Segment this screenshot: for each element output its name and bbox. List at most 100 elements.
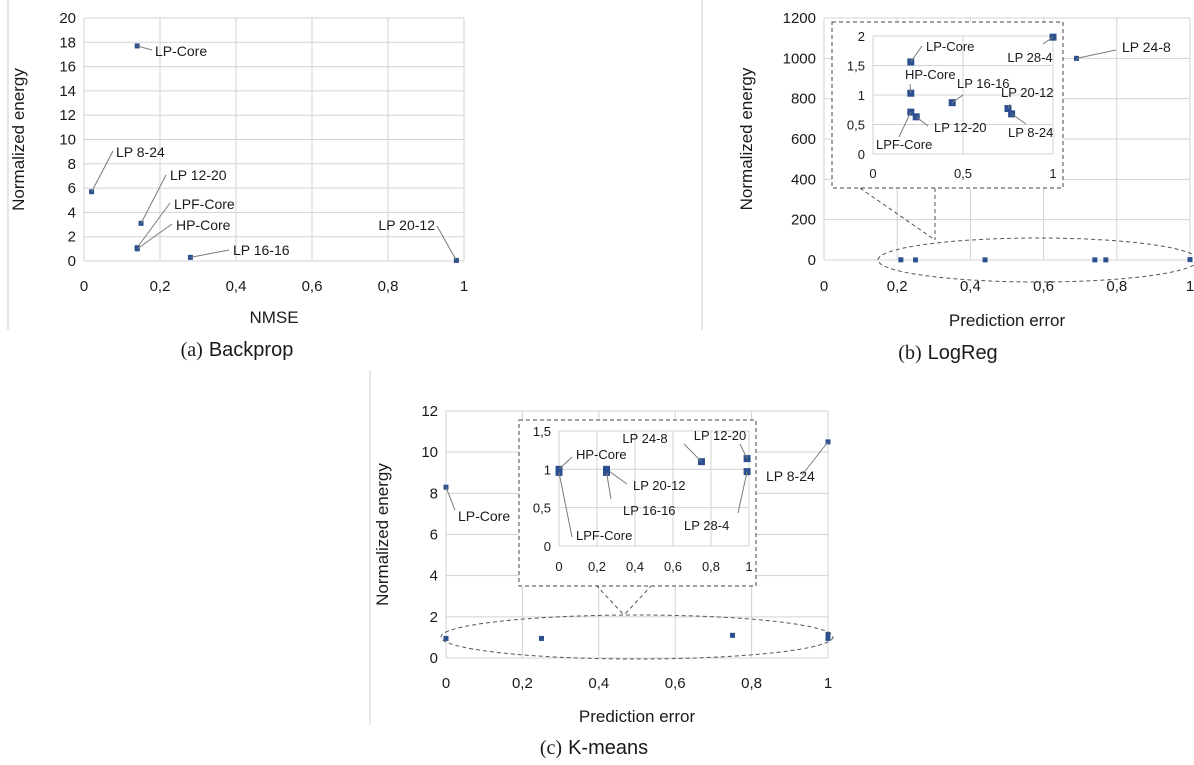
zoom-region-ellipse — [877, 237, 1194, 283]
y-tick-label: 2 — [430, 609, 438, 626]
x-tick-label: 0 — [555, 559, 562, 574]
y-axis-label: Normalized energy — [9, 68, 28, 211]
caption-letter: (b) — [898, 342, 921, 364]
y-tick-label: 1000 — [783, 50, 816, 67]
point-label: LP 24-8 — [1122, 39, 1171, 55]
label-leader-line — [683, 443, 702, 463]
point-label: LP-Core — [926, 39, 974, 54]
label-leader-line — [909, 83, 912, 94]
y-tick-label: 0,5 — [533, 501, 551, 516]
y-tick-label: 4 — [430, 568, 438, 585]
point-label: LPF-Core — [174, 196, 235, 212]
inset-frame — [831, 21, 1064, 189]
y-tick-label: 8 — [68, 156, 76, 173]
point-label: LP 8-24 — [766, 468, 815, 484]
label-leader-line — [558, 472, 573, 538]
label-leader-line — [1042, 36, 1054, 45]
label-leader-line — [136, 202, 171, 248]
label-leader-line — [898, 111, 912, 138]
y-axis-label: Normalized energy — [373, 463, 392, 606]
y-tick-label: 0 — [858, 147, 865, 162]
caption-letter: (a) — [181, 339, 203, 361]
y-tick-label: 1,5 — [533, 424, 551, 439]
zoom-connector — [623, 584, 653, 616]
point-label: LP 12-20 — [170, 167, 227, 183]
data-point — [898, 257, 904, 263]
data-point — [730, 632, 735, 638]
x-tick-label: 0,8 — [1106, 278, 1127, 295]
x-tick-label: 0,2 — [887, 278, 908, 295]
label-leader-line — [136, 223, 173, 250]
point-label: LP 16-16 — [957, 76, 1010, 91]
data-point — [913, 257, 918, 263]
x-tick-label: 0,5 — [954, 166, 972, 181]
label-leader-line — [951, 94, 964, 104]
data-point — [1092, 257, 1098, 263]
point-label: LP 12-20 — [694, 428, 747, 443]
y-tick-label: 2 — [858, 29, 865, 44]
x-tick-label: 0 — [442, 675, 450, 692]
point-label: LP 16-16 — [233, 242, 290, 258]
x-axis-label: Prediction error — [949, 311, 1066, 330]
y-tick-label: 1 — [858, 88, 865, 103]
label-leader-line — [137, 45, 153, 51]
point-label: HP-Core — [176, 217, 231, 233]
label-leader-line — [190, 249, 230, 258]
label-leader-line — [436, 225, 457, 261]
data-point — [539, 635, 544, 641]
point-label: LP 20-12 — [378, 217, 435, 233]
point-label: LP 28-4 — [1007, 50, 1052, 65]
label-leader-line — [91, 150, 114, 192]
x-tick-label: 1 — [824, 675, 832, 692]
figure-caption: (b) LogReg — [898, 342, 997, 364]
x-tick-label: 0,4 — [626, 559, 644, 574]
y-tick-label: 12 — [421, 403, 438, 420]
y-tick-label: 400 — [791, 171, 816, 188]
point-label: LP 20-12 — [633, 478, 686, 493]
data-point — [1187, 257, 1193, 263]
label-leader-line — [1011, 113, 1027, 125]
data-point — [982, 257, 988, 263]
data-point — [825, 635, 831, 641]
y-tick-label: 200 — [791, 212, 816, 229]
x-tick-label: 0,2 — [588, 559, 606, 574]
label-leader-line — [739, 443, 748, 459]
x-tick-label: 0,2 — [512, 675, 533, 692]
zoom-connector — [859, 187, 936, 241]
x-tick-label: 0,6 — [1033, 278, 1054, 295]
data-point — [1103, 257, 1109, 263]
x-tick-label: 1 — [1186, 278, 1194, 295]
y-tick-label: 14 — [59, 83, 76, 100]
chart-backprop: 0 2 4 6 8 10 12 14 16 18 20 0 0,2 0,4 0,6 0,8 1 NMSE Norma… — [7, 0, 468, 361]
x-tick-label: 0,6 — [664, 559, 682, 574]
x-tick-label: 1 — [460, 278, 468, 295]
y-tick-label: 8 — [430, 485, 438, 502]
caption-name: K-means — [568, 737, 648, 759]
label-leader-line — [1076, 49, 1117, 59]
y-axis-label: Normalized energy — [737, 67, 756, 210]
label-leader-line — [558, 456, 573, 470]
y-tick-label: 20 — [59, 10, 76, 27]
point-label: LP 28-4 — [684, 518, 729, 533]
y-tick-label: 800 — [791, 91, 816, 108]
data-point — [443, 635, 449, 641]
y-tick-label: 1,5 — [847, 59, 865, 74]
point-label: LP 20-12 — [1001, 85, 1054, 100]
y-tick-label: 0 — [544, 539, 551, 554]
y-tick-label: 18 — [59, 34, 76, 51]
x-tick-label: 0,6 — [665, 675, 686, 692]
y-tick-label: 12 — [59, 107, 76, 124]
y-tick-label: 0 — [430, 650, 438, 667]
figure-caption: (a) Backprop — [181, 339, 294, 361]
y-tick-label: 6 — [430, 527, 438, 544]
y-tick-label: 0 — [808, 252, 816, 269]
point-label: LP 8-24 — [116, 144, 165, 160]
label-leader-line — [1007, 103, 1011, 109]
inset-kmeans: 0 0,5 1 1,5 0 0,2 0,4 0,6 0,8 1 HP-Core LPF-Core LP … — [533, 424, 753, 574]
point-label: LP 12-20 — [934, 120, 987, 135]
y-tick-label: 1 — [544, 462, 551, 477]
x-axis-label: Prediction error — [579, 707, 696, 726]
